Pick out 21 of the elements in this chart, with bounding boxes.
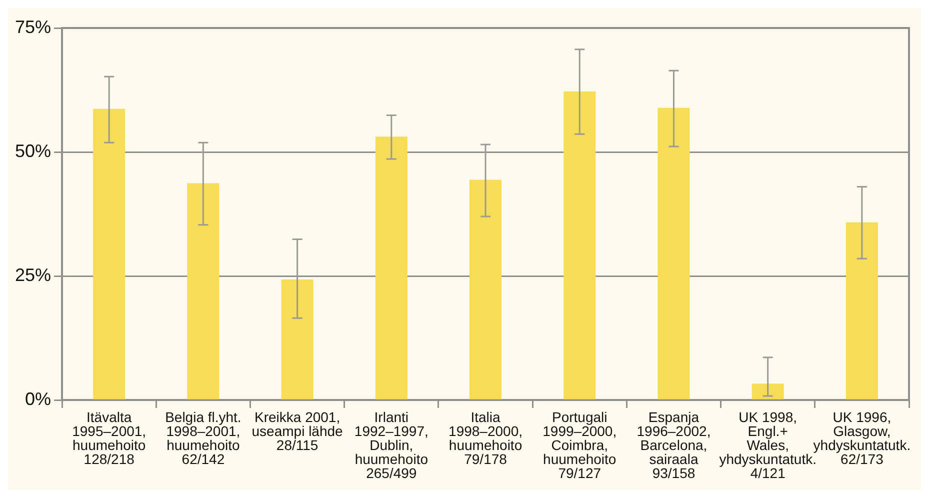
y-tick-label: 75%: [14, 16, 52, 37]
bar: [375, 136, 408, 400]
bar: [187, 183, 220, 400]
bar: [752, 384, 784, 400]
x-tick-label: Italia 1998–2000, huumehoito 79/178: [448, 408, 522, 467]
bar: [846, 222, 878, 400]
y-tick-label: 25%: [14, 264, 52, 285]
bar: [281, 279, 314, 400]
bar: [93, 108, 126, 400]
x-tick-label: Itävalta 1995–2001, huumehoito 128/218: [72, 408, 146, 467]
x-tick-label: Espanja 1996–2002, Barcelona, sairaala 93/158: [636, 408, 711, 481]
x-tick-label: Portugali 1999–2000, Coimbra, huumehoito 79/127: [542, 408, 617, 481]
bar: [470, 180, 502, 400]
x-tick-label: Belgia fl.yht. 1998–2001, huumehoito 62/142: [165, 408, 242, 467]
bar: [564, 91, 596, 400]
x-tick-label: Kreikka 2001, useampi lähde 28/115: [252, 408, 344, 453]
x-tick-label: UK 1996, Glasgow, yhdyskuntatutk. 62/173: [813, 408, 911, 467]
x-tick-label: Irlanti 1992–1997, Dublin, huumehoito 265/499: [354, 408, 428, 481]
y-tick-label: 0%: [25, 388, 52, 409]
bar: [658, 108, 690, 400]
y-tick-label: 50%: [14, 140, 52, 161]
